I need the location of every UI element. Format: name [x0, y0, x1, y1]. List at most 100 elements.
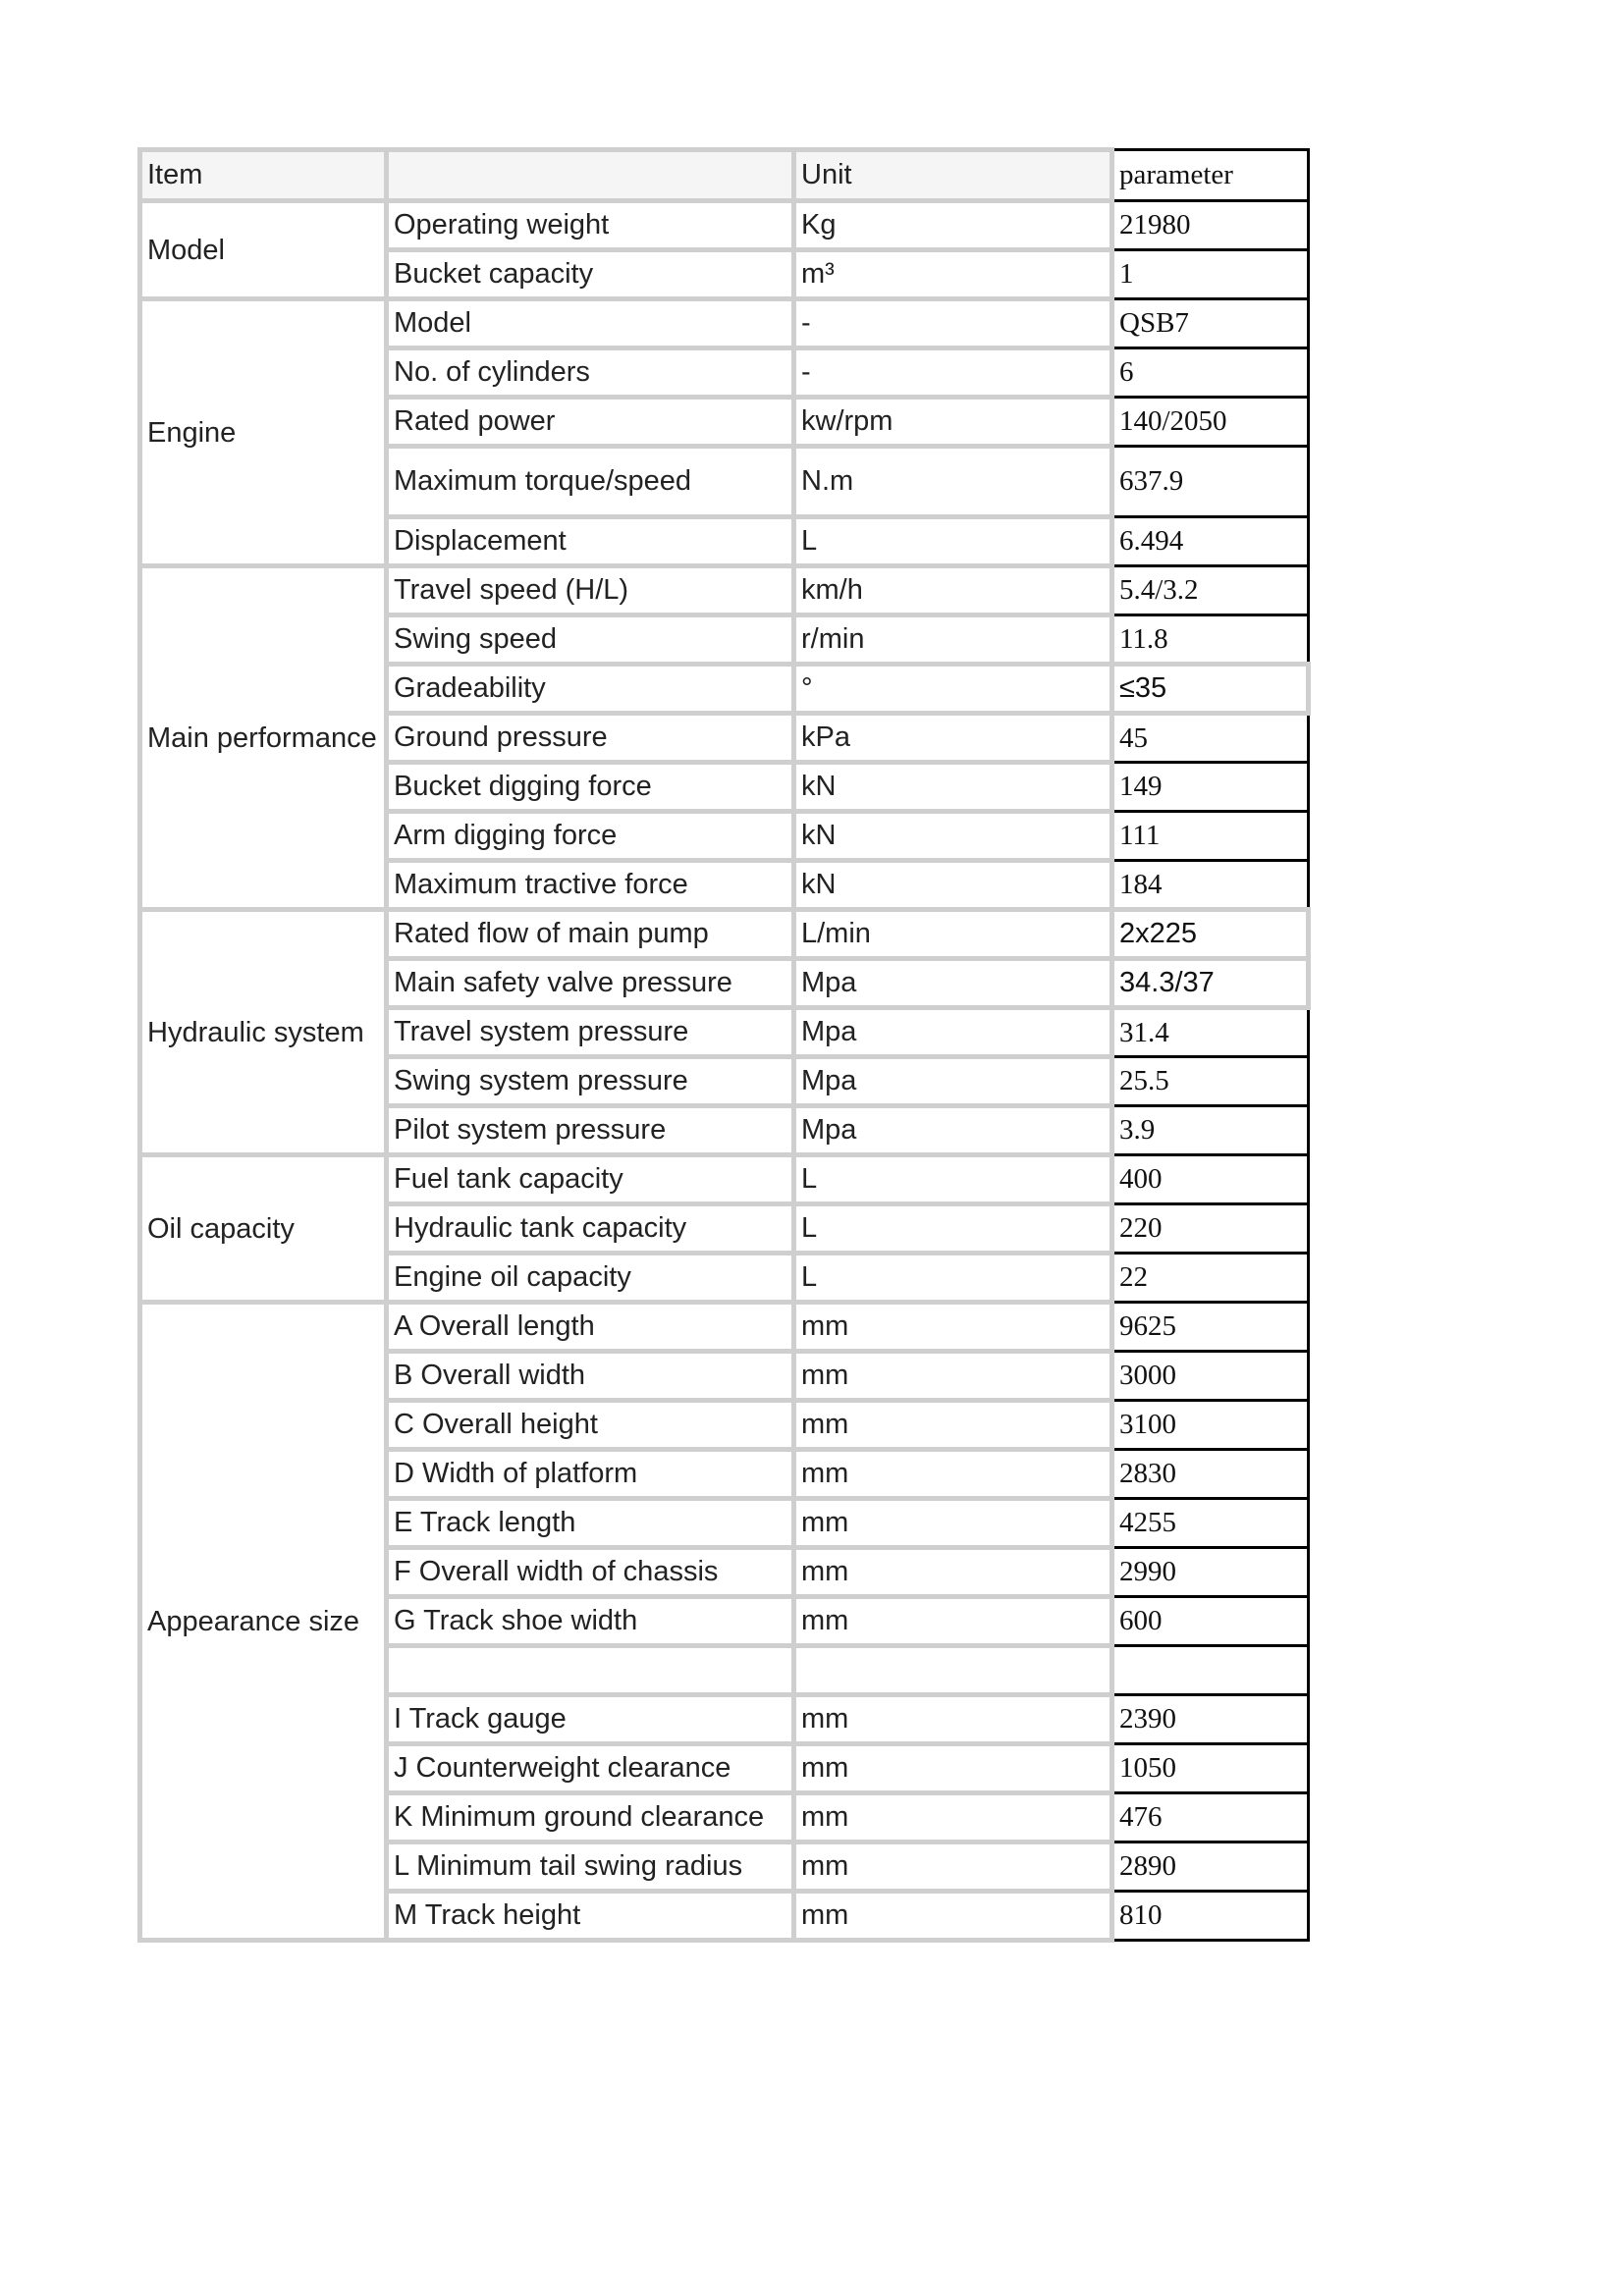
- row-label: F Overall width of chassis: [384, 1545, 796, 1599]
- table-row: Hydraulic tank capacity L 220: [140, 1201, 1310, 1255]
- row-label: Hydraulic tank capacity: [384, 1201, 796, 1255]
- row-value: [1110, 1644, 1310, 1696]
- table-row: Engine oil capacity L 22: [140, 1251, 1310, 1305]
- row-value: 2990: [1110, 1546, 1310, 1598]
- row-unit: Mpa: [791, 1005, 1114, 1059]
- row-unit: mm: [791, 1349, 1114, 1403]
- row-label: Gradeability: [384, 662, 796, 716]
- row-label: Operating weight: [384, 198, 796, 252]
- row-value: 600: [1110, 1595, 1310, 1647]
- row-unit: mm: [791, 1447, 1114, 1501]
- row-value: 2890: [1110, 1841, 1310, 1893]
- spec-table: Item Unit parameter Model Operating weigh…: [137, 147, 1311, 1943]
- row-label: Rated power: [384, 395, 796, 449]
- row-unit: N.m: [791, 444, 1114, 519]
- row-unit: Kg: [791, 198, 1114, 252]
- table-row: Appearance size A Overall length mm 9625: [137, 1300, 1310, 1943]
- row-unit: mm: [791, 1790, 1114, 1844]
- table-row: M Track height mm 810: [140, 1889, 1310, 1943]
- table-row: Main safety valve pressure Mpa 34.3/37: [140, 956, 1311, 1010]
- row-value: 9625: [1110, 1301, 1310, 1353]
- row-label: Main safety valve pressure: [384, 956, 796, 1010]
- row-unit: L: [791, 1201, 1114, 1255]
- header-row: Item Unit parameter: [137, 147, 1310, 203]
- row-label: Engine oil capacity: [384, 1251, 796, 1305]
- row-label: Maximum tractive force: [384, 858, 796, 912]
- row-value: 184: [1110, 859, 1310, 911]
- row-unit: mm: [791, 1594, 1114, 1648]
- table-row: Hydraulic system Rated flow of main pump L…: [137, 907, 1311, 1157]
- row-value: 111: [1110, 810, 1310, 862]
- row-unit: m³: [791, 247, 1114, 301]
- row-value: 2x225: [1110, 907, 1311, 961]
- row-label: G Track shoe width: [384, 1594, 796, 1648]
- row-label: B Overall width: [384, 1349, 796, 1403]
- row-unit: Mpa: [791, 1054, 1114, 1108]
- row-label: A Overall length: [384, 1300, 796, 1354]
- row-unit: kN: [791, 858, 1114, 912]
- row-value: 5.4/3.2: [1110, 564, 1310, 616]
- row-label: C Overall height: [384, 1398, 796, 1452]
- table-row: L Minimum tail swing radius mm 2890: [140, 1840, 1310, 1894]
- table-row: Arm digging force kN 111: [140, 809, 1310, 863]
- row-value: 1050: [1110, 1742, 1310, 1794]
- row-unit: kw/rpm: [791, 395, 1114, 449]
- row-value: 11.8: [1110, 614, 1310, 666]
- header-unit: Unit: [791, 147, 1114, 203]
- table-row: D Width of platform mm 2830: [140, 1447, 1310, 1501]
- row-unit: mm: [791, 1300, 1114, 1354]
- header-blank: [384, 147, 796, 203]
- table-row: No. of cylinders -6: [140, 346, 1310, 400]
- header-parameter: parameter: [1110, 148, 1310, 202]
- row-label: Maximum torque/speed: [384, 444, 796, 519]
- row-unit: L/min: [791, 907, 1114, 961]
- row-value: 31.4: [1110, 1006, 1310, 1058]
- row-unit: L: [791, 1152, 1114, 1206]
- table-row: Pilot system pressure Mpa 3.9: [140, 1103, 1310, 1157]
- row-value: 25.5: [1110, 1055, 1310, 1107]
- row-unit: mm: [791, 1692, 1114, 1746]
- row-label: Travel speed (H/L): [384, 563, 796, 617]
- table-row: I Track gauge mm 2390: [140, 1692, 1310, 1746]
- table-row: F Overall width of chassis mm 2990: [140, 1545, 1310, 1599]
- table-row: Model Operating weight Kg 21980: [137, 198, 1310, 301]
- row-unit: -: [791, 296, 1114, 350]
- table-row: J Counterweight clearance mm 1050: [140, 1741, 1310, 1795]
- table-row: Engine Model - QSB7: [137, 296, 1310, 568]
- table-row: K Minimum ground clearance mm 476: [140, 1790, 1310, 1844]
- table-row: G Track shoe width mm 600: [140, 1594, 1310, 1648]
- row-value: QSB7: [1110, 297, 1310, 349]
- table-row: Travel system pressure Mpa 31.4: [140, 1005, 1310, 1059]
- table-row: Maximum tractive force kN 184: [140, 858, 1310, 912]
- row-value: 400: [1110, 1153, 1310, 1205]
- row-value: 4255: [1110, 1497, 1310, 1549]
- row-value: 22: [1110, 1252, 1310, 1304]
- row-value: 3100: [1110, 1399, 1310, 1451]
- row-value: 2390: [1110, 1693, 1310, 1745]
- row-label: D Width of platform: [384, 1447, 796, 1501]
- row-value: 34.3/37: [1110, 956, 1311, 1010]
- group-name: Model: [137, 198, 389, 301]
- row-value: 1: [1110, 248, 1310, 300]
- table-row: E Track length mm 4255: [140, 1496, 1310, 1550]
- row-value: 21980: [1110, 199, 1310, 251]
- table-row: Rated power kw/rpm 140/2050: [140, 395, 1310, 449]
- row-unit: r/min: [791, 613, 1114, 667]
- row-label: Swing speed: [384, 613, 796, 667]
- table-row: Oil capacity Fuel tank capacity L 400: [137, 1152, 1310, 1305]
- table-row: C Overall height mm 3100: [140, 1398, 1310, 1452]
- row-label: J Counterweight clearance: [384, 1741, 796, 1795]
- row-unit: L: [791, 1251, 1114, 1305]
- row-unit: Mpa: [791, 956, 1114, 1010]
- table-row: Ground pressure kPa 45: [140, 711, 1310, 765]
- row-label: [384, 1643, 796, 1697]
- row-unit: kN: [791, 809, 1114, 863]
- row-unit: kPa: [791, 711, 1114, 765]
- table-row: B Overall width mm 3000: [140, 1349, 1310, 1403]
- header-item: Item: [137, 147, 389, 203]
- group-name: Oil capacity: [137, 1152, 389, 1305]
- row-label: K Minimum ground clearance: [384, 1790, 796, 1844]
- row-value: 476: [1110, 1791, 1310, 1843]
- row-value: 220: [1110, 1202, 1310, 1255]
- row-value: 637.9: [1110, 445, 1310, 518]
